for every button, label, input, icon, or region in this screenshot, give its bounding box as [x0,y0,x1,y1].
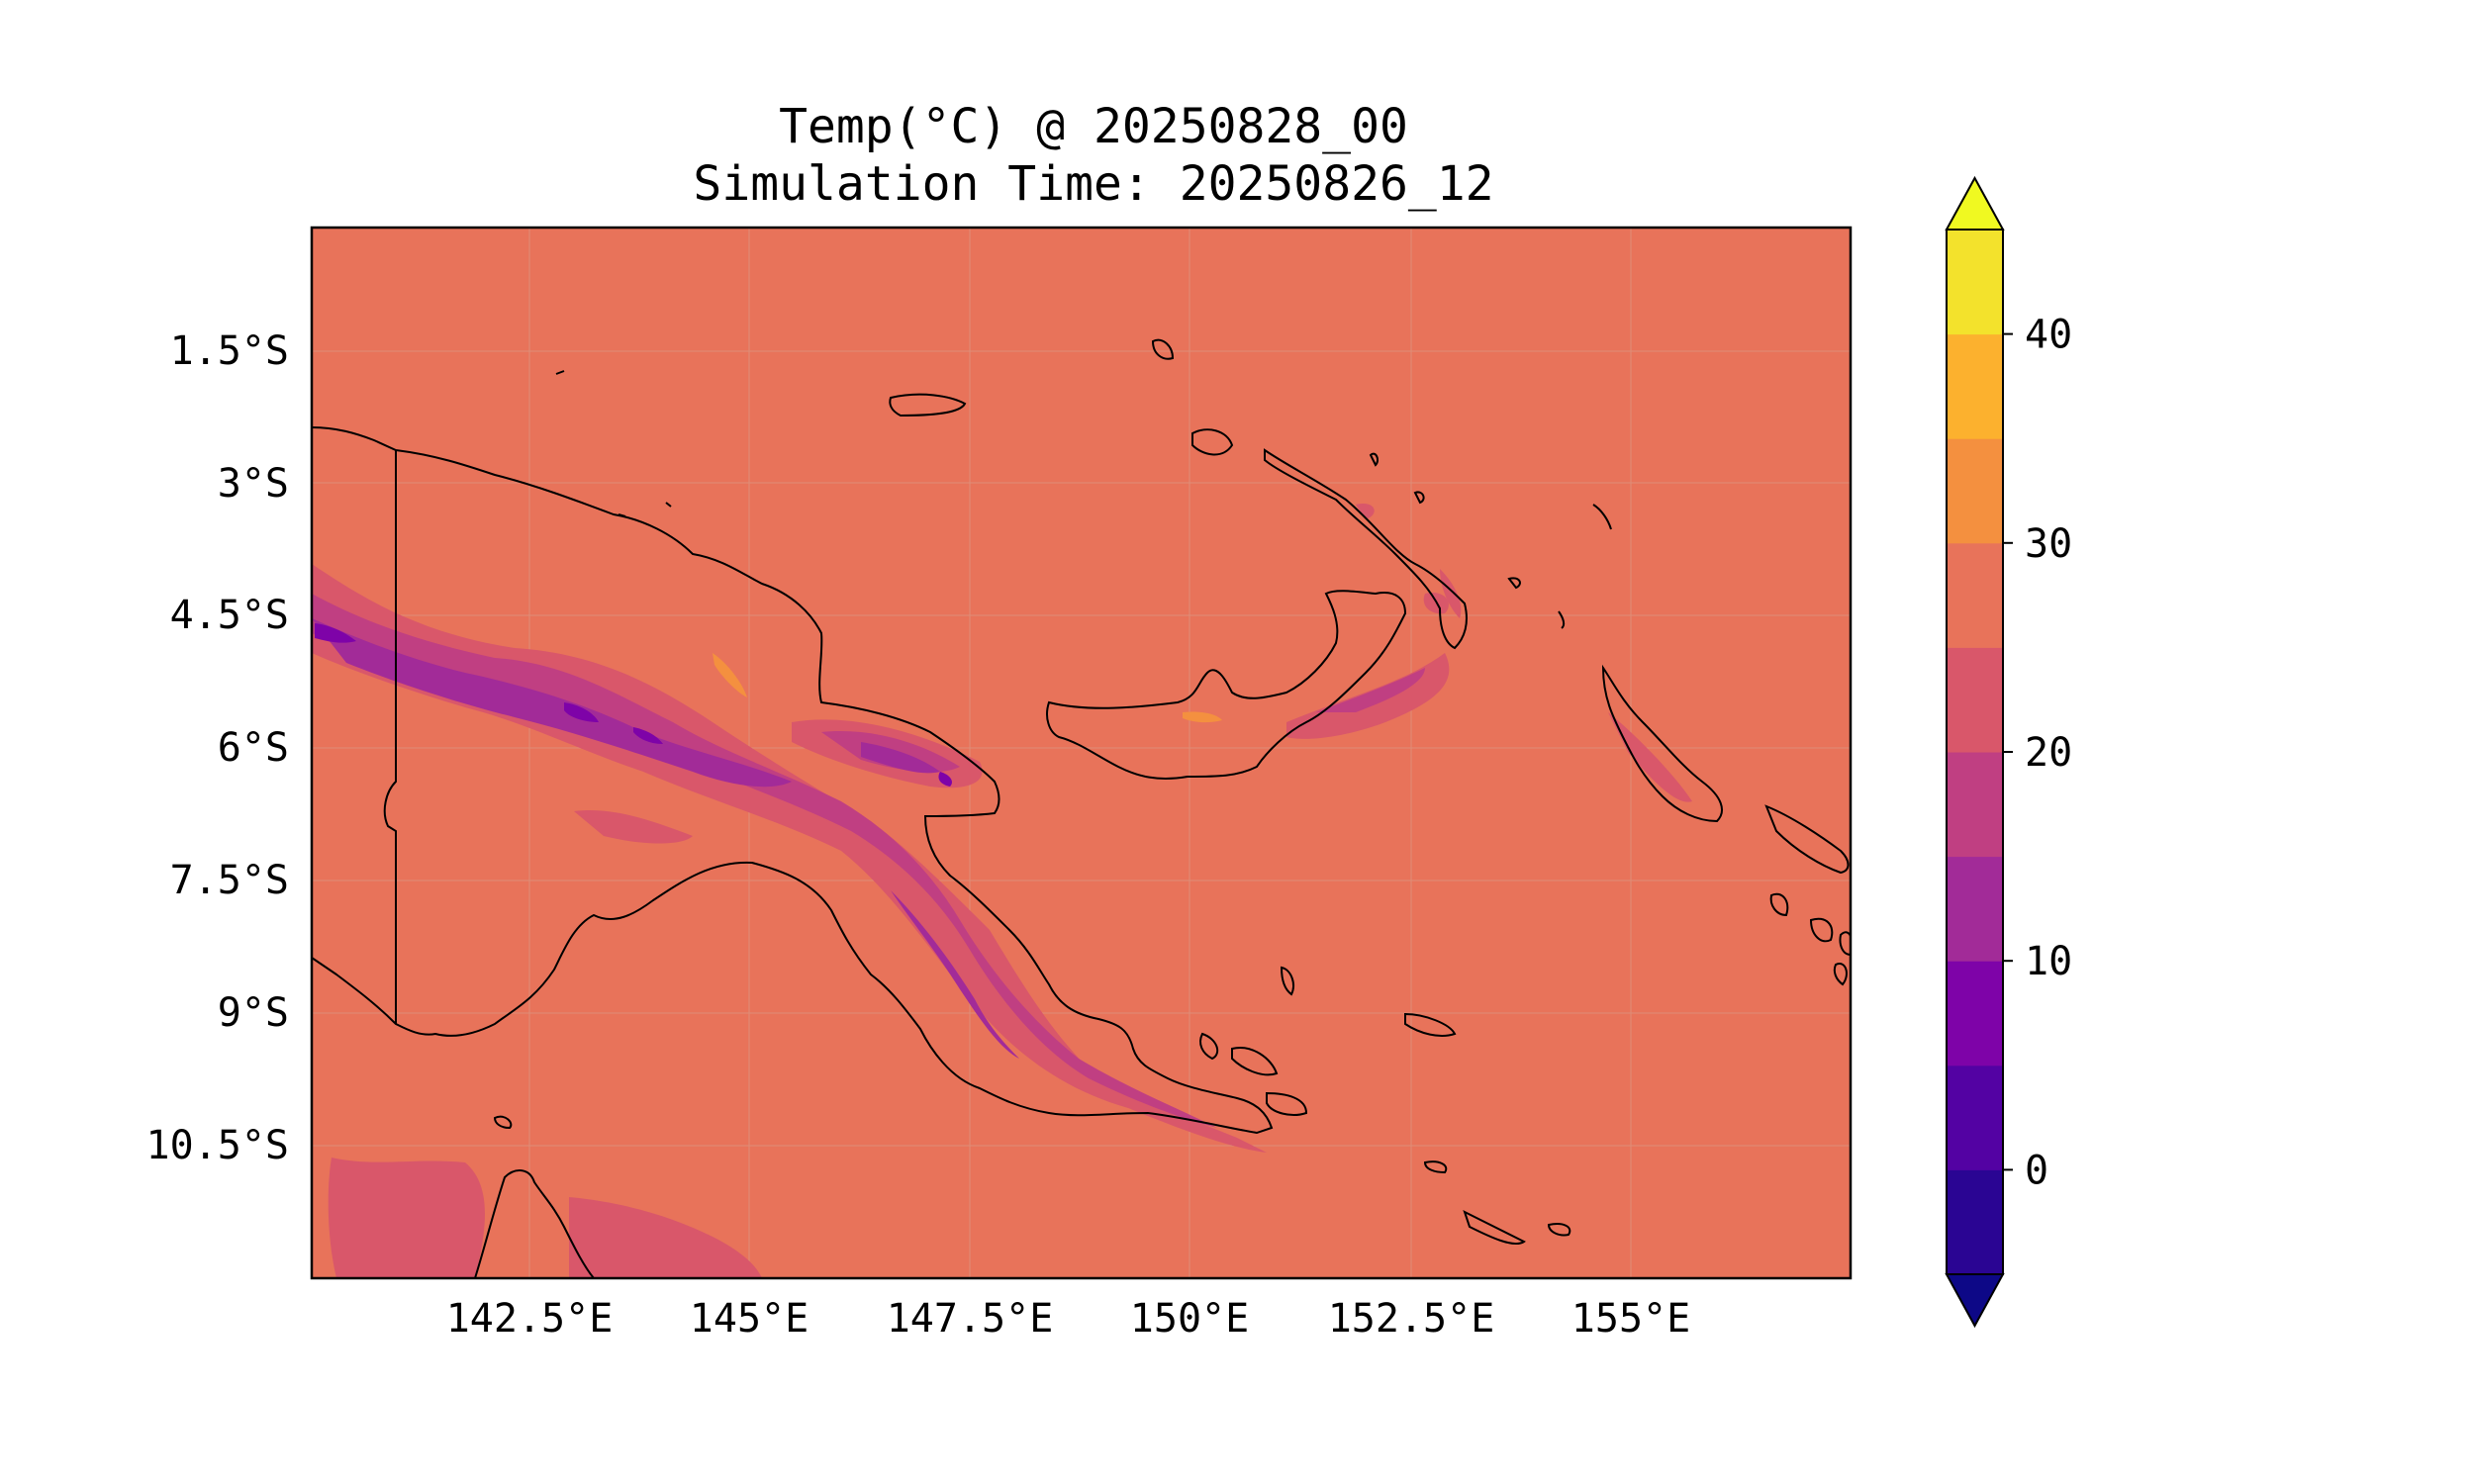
colorbar-tick-label: 0 [2025,1148,2048,1193]
y-tick-label: 6°S [218,725,289,771]
colorbar-band [1947,1065,2003,1170]
x-tick-labels: 142.5°E 145°E 147.5°E 150°E 152.5°E 155°… [446,1296,1691,1342]
colorbar-tick-label: 20 [2025,730,2072,776]
colorbar-band [1947,542,2003,648]
x-tick-label: 150°E [1130,1296,1249,1342]
colorbar-tick-label: 30 [2025,521,2072,567]
x-tick-label: 155°E [1571,1296,1690,1342]
colorbar-band [1947,856,2003,962]
colorbar-band [1947,647,2003,753]
colorbar-band [1947,438,2003,544]
map-panel [312,228,1851,1278]
map-frame [310,226,1853,1280]
colorbar-tick-label: 10 [2025,939,2072,984]
coastlines [312,338,1851,1278]
map-title: Temp(°C) @ 20250828_00 [779,99,1408,154]
y-tick-label: 9°S [218,990,289,1036]
y-tick-label: 10.5°S [146,1123,290,1168]
colorbar-band [1947,333,2003,439]
colorbar: 40 30 20 10 0 [1945,175,2072,1329]
map-subtitle: Simulation Time: 20250826_12 [693,156,1494,212]
x-tick-label: 145°E [690,1296,809,1342]
temperature-contours [312,503,1692,1278]
colorbar-band [1947,1169,2003,1275]
colorbar-band [1947,752,2003,858]
y-tick-label: 4.5°S [170,593,289,638]
y-tick-label: 3°S [218,461,289,507]
y-tick-label: 7.5°S [170,858,289,903]
colorbar-under-triangle [1945,1273,2005,1329]
x-tick-label: 147.5°E [887,1296,1054,1342]
x-tick-label: 152.5°E [1328,1296,1495,1342]
colorbar-tick-label: 40 [2025,313,2072,358]
colorbar-band [1947,961,2003,1067]
y-tick-labels: 1.5°S 3°S 4.5°S 6°S 7.5°S 9°S 10.5°S [146,328,290,1168]
y-tick-label: 1.5°S [170,328,289,374]
colorbar-band [1947,230,2003,335]
x-tick-label: 142.5°E [446,1296,614,1342]
ocean-fill [312,228,1851,1278]
colorbar-over-triangle [1945,175,2005,231]
